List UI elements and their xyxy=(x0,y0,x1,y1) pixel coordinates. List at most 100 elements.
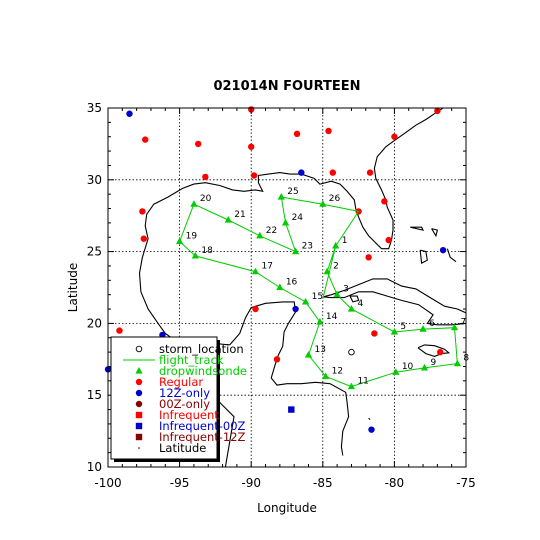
legend-marker-infrequent xyxy=(135,411,143,419)
dropwindsonde-label: 13 xyxy=(314,345,325,355)
twelve-z-station xyxy=(298,169,305,176)
regular-station xyxy=(139,208,146,215)
coastline-segment xyxy=(446,248,457,263)
y-tick-label: 30 xyxy=(87,173,102,187)
legend-marker-storm-location xyxy=(135,345,143,353)
dropwindsonde-label: 15 xyxy=(312,292,323,302)
regular-station xyxy=(325,127,332,135)
regular-station xyxy=(329,169,337,176)
dropwindsonde-marker xyxy=(319,200,327,207)
dropwindsonde-marker xyxy=(276,283,284,291)
y-tick-label: 35 xyxy=(87,101,102,115)
twelve-z-station xyxy=(368,426,375,433)
legend-label-dropwindsonde: dropwindsonde xyxy=(159,364,247,378)
y-tick-label: 25 xyxy=(87,245,102,259)
dropwindsonde-marker xyxy=(392,368,400,375)
twelve-z-station xyxy=(126,110,133,117)
dropwindsonde-label: 25 xyxy=(287,187,298,197)
twelve-z-station xyxy=(159,331,166,339)
regular-station xyxy=(195,140,202,148)
dropwindsonde-marker xyxy=(277,193,285,200)
dropwindsonde-label: 19 xyxy=(186,232,198,242)
regular-station xyxy=(293,130,301,138)
legend-label-00z-only: 00Z-only xyxy=(159,397,210,411)
regular-station xyxy=(140,235,147,242)
dropwindsonde-label: 16 xyxy=(286,278,298,288)
coastline-segment xyxy=(138,108,444,350)
dropwindsonde-marker xyxy=(420,363,429,371)
x-tick-label: -80 xyxy=(385,476,405,490)
legend-label-latitude: Latitude xyxy=(159,441,206,455)
regular-station xyxy=(366,169,374,176)
legend-marker-regular xyxy=(135,378,143,386)
storm-location-marker xyxy=(348,348,355,356)
dropwindsonde-marker xyxy=(281,218,290,226)
regular-station xyxy=(248,143,255,150)
y-tick-label: 10 xyxy=(87,460,102,474)
regular-station xyxy=(116,327,123,334)
legend-label-regular: Regular xyxy=(159,375,203,389)
stations xyxy=(104,106,447,433)
x-tick-label: -100 xyxy=(94,476,121,490)
plot-frame xyxy=(107,107,467,468)
dropwindsonde-label: 7 xyxy=(461,318,467,328)
legend-label-storm-location: storm_location xyxy=(159,342,244,356)
dropwindsonde-label: 2 xyxy=(333,262,339,272)
dropwindsonde-label: 26 xyxy=(329,194,341,204)
dropwindsonde-label: 1 xyxy=(342,236,348,246)
dropwindsonde-marker xyxy=(224,216,232,223)
dropwindsonde-marker xyxy=(176,237,184,245)
coastline-segment xyxy=(323,278,466,326)
twelve-z-station xyxy=(292,305,299,313)
dropwindsonde-marker xyxy=(291,247,300,255)
legend-label-infrequent-12z: Infrequent-12Z xyxy=(159,430,246,444)
dropwindsonde-label: 4 xyxy=(357,299,363,309)
grid xyxy=(108,108,466,467)
legend-marker-infrequent-12z xyxy=(135,433,143,441)
dropwindsonde-label: 17 xyxy=(261,262,272,272)
legend-label-flight-track: flight_track xyxy=(159,353,224,367)
regular-station xyxy=(202,173,209,181)
regular-station xyxy=(391,133,398,140)
chart-title: 021014N FOURTEEN xyxy=(213,79,360,94)
x-tick-label: -85 xyxy=(313,476,333,490)
dropwindsonde-label: 23 xyxy=(302,242,313,252)
dropwindsonde-label: 20 xyxy=(200,194,212,204)
dropwindsonde-label: 9 xyxy=(430,358,436,368)
regular-station xyxy=(250,172,258,179)
legend-marker-infrequent-00z xyxy=(135,422,143,430)
dropwindsonde-label: 5 xyxy=(400,322,406,332)
dropwindsonde-label: 18 xyxy=(201,246,213,256)
regular-station xyxy=(142,136,149,143)
dropwindsonde-marker xyxy=(333,290,341,298)
dropwindsonde-marker xyxy=(302,297,310,305)
dropwindsonde-marker xyxy=(453,359,462,367)
x-tick-label: -90 xyxy=(241,476,261,490)
dropwindsonde-marker xyxy=(322,372,330,380)
legend-marker-00z-only xyxy=(135,400,143,408)
coastline-segment xyxy=(410,226,424,231)
dropwindsonde-marker xyxy=(332,241,340,249)
regular-station xyxy=(252,305,259,313)
infrequent-00z-station xyxy=(288,406,295,413)
dropwindsonde-marker xyxy=(450,323,459,331)
x-axis-label: Longitude xyxy=(257,501,317,515)
coastline-segment xyxy=(368,417,371,421)
dropwindsonde-label: 14 xyxy=(326,312,338,322)
y-tick-label: 20 xyxy=(87,316,102,330)
regular-station xyxy=(371,330,378,337)
dropwindsonde-label: 24 xyxy=(292,213,304,223)
coastline-segment xyxy=(419,249,428,264)
x-tick-label: -75 xyxy=(456,476,476,490)
regular-station xyxy=(437,348,444,356)
dropwindsonde-label: 11 xyxy=(357,377,368,387)
regular-station xyxy=(381,198,388,205)
dropwindsonde-label: 6 xyxy=(429,319,435,329)
y-axis-label: Latitude xyxy=(66,263,80,312)
legend-label-infrequent-00z: Infrequent-00Z xyxy=(159,419,246,433)
dropwindsonde-marker xyxy=(191,251,199,259)
dropwindsonde-marker xyxy=(323,267,331,275)
